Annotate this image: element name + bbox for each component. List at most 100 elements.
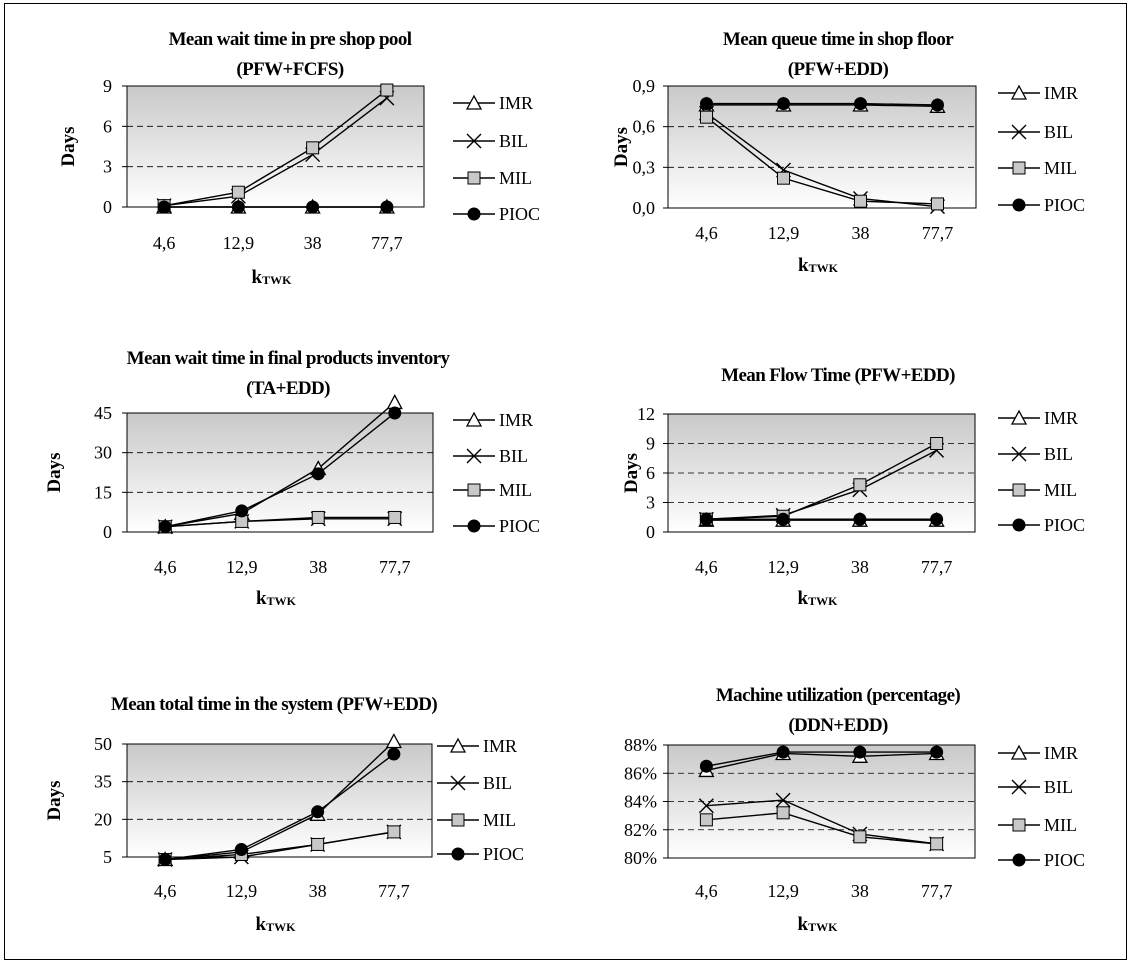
legend-marker-bil (1011, 446, 1027, 462)
series-line-pioc (165, 753, 395, 861)
y-tick-label: 0,3 (633, 157, 656, 177)
data-point-mil (699, 813, 713, 827)
x-tick-label: 38 (309, 557, 327, 577)
chart-title: (DDN+EDD) (788, 715, 888, 736)
legend-marker-pioc (467, 207, 481, 221)
y-axis-label: Days (58, 126, 79, 166)
x-tick-label: 77,7 (378, 881, 410, 901)
x-tick-label: 12,9 (223, 233, 255, 253)
x-tick-label: 4,6 (695, 557, 718, 577)
chart-title: Machine utilization (percentage) (716, 685, 961, 706)
series-line-mil (706, 812, 937, 845)
legend-label: IMR (1044, 83, 1078, 103)
legend-marker-imr (449, 737, 467, 753)
data-point-pioc (157, 200, 171, 214)
x-axis-label: kTWK (256, 914, 297, 935)
y-tick-label: 84% (624, 792, 657, 812)
series-line-bil (164, 97, 388, 207)
legend-marker-pioc (451, 847, 465, 861)
data-point-mil (930, 437, 944, 450)
legend-label: PIOC (1044, 515, 1085, 535)
data-point-pioc (854, 97, 867, 111)
legend-label: IMR (499, 410, 533, 430)
legend-label: BIL (483, 773, 512, 793)
x-tick-label: 38 (851, 557, 869, 577)
y-tick-label: 9 (646, 434, 655, 454)
y-tick-label: 20 (94, 809, 112, 829)
legend-label: BIL (499, 131, 528, 151)
data-point-pioc (158, 520, 172, 534)
y-tick-label: 0,9 (633, 76, 656, 96)
y-axis-label: Days (44, 780, 65, 820)
data-point-pioc (776, 512, 790, 526)
chart-title: Mean total time in the system (PFW+EDD) (111, 694, 437, 715)
data-point-mil (776, 806, 790, 820)
y-axis-label: Days (611, 127, 632, 167)
legend-marker-pioc (467, 519, 481, 533)
figure-frame (4, 3, 1127, 960)
legend-marker-mil (467, 483, 481, 497)
x-tick-label: 77,7 (922, 223, 954, 243)
x-tick-label: 77,7 (371, 233, 403, 253)
x-axis-label-main: k (256, 588, 267, 609)
x-tick-label: 77,7 (921, 881, 953, 901)
x-axis-label-sub: TWK (809, 261, 839, 275)
series-line-imr (165, 740, 395, 861)
legend-marker-imr (1010, 84, 1028, 100)
data-point-pioc (311, 805, 325, 819)
series-line-mil (706, 116, 938, 205)
legend-marker-bil (466, 448, 482, 464)
y-axis-label: Days (621, 453, 642, 493)
y-tick-label: 35 (94, 772, 112, 792)
x-tick-label: 12,9 (767, 557, 799, 577)
legend-label: PIOC (1044, 195, 1085, 215)
legend-marker-imr (1010, 409, 1028, 425)
legend-label: MIL (483, 810, 516, 830)
data-point-mil (311, 510, 325, 524)
data-point-mil (380, 83, 394, 97)
data-point-pioc (700, 97, 713, 111)
legend-label: MIL (1044, 815, 1077, 835)
x-tick-label: 4,6 (153, 233, 176, 253)
legend-label: PIOC (499, 516, 540, 536)
data-point-pioc (930, 745, 944, 759)
x-tick-label: 38 (304, 233, 322, 253)
data-point-pioc (699, 759, 713, 773)
x-tick-label: 77,7 (379, 557, 411, 577)
legend-label: IMR (483, 736, 517, 756)
chart-6: Machine utilization (percentage) (DDN+EDD… (624, 685, 1085, 935)
y-tick-label: 80% (624, 848, 657, 868)
legend-label: MIL (499, 480, 532, 500)
data-point-pioc (387, 747, 401, 761)
series-line-bil (706, 799, 937, 845)
x-axis-label-main: k (798, 255, 809, 276)
series-line-imr (706, 104, 938, 108)
chart-title: (PFW+EDD) (788, 59, 889, 80)
legend-label: BIL (499, 446, 528, 466)
y-tick-label: 0 (103, 522, 112, 542)
legend-label: MIL (1044, 480, 1077, 500)
data-point-pioc (306, 200, 320, 214)
series-line-pioc (706, 102, 938, 106)
y-tick-label: 88% (624, 735, 657, 755)
x-axis-label: kTWK (798, 255, 839, 276)
data-point-mil (930, 837, 944, 851)
x-axis-label-sub: TWK (808, 920, 838, 934)
legend-label: BIL (1044, 444, 1073, 464)
x-axis-label-sub: TWK (262, 273, 292, 287)
data-point-pioc (231, 200, 245, 214)
series-line-pioc (706, 751, 937, 767)
data-point-mil (777, 171, 790, 185)
legend-marker-mil (467, 171, 481, 185)
legend-marker-bil (450, 775, 466, 791)
data-point-mil (853, 830, 867, 844)
legend-label: BIL (1044, 777, 1073, 797)
data-point-mil (853, 478, 867, 492)
data-point-pioc (931, 98, 944, 112)
chart-title: Mean Flow Time (PFW+EDD) (721, 365, 955, 386)
y-tick-label: 9 (103, 76, 112, 96)
series-line-mil (165, 516, 395, 528)
x-axis-label: kTWK (798, 588, 839, 609)
y-tick-label: 30 (94, 443, 112, 463)
